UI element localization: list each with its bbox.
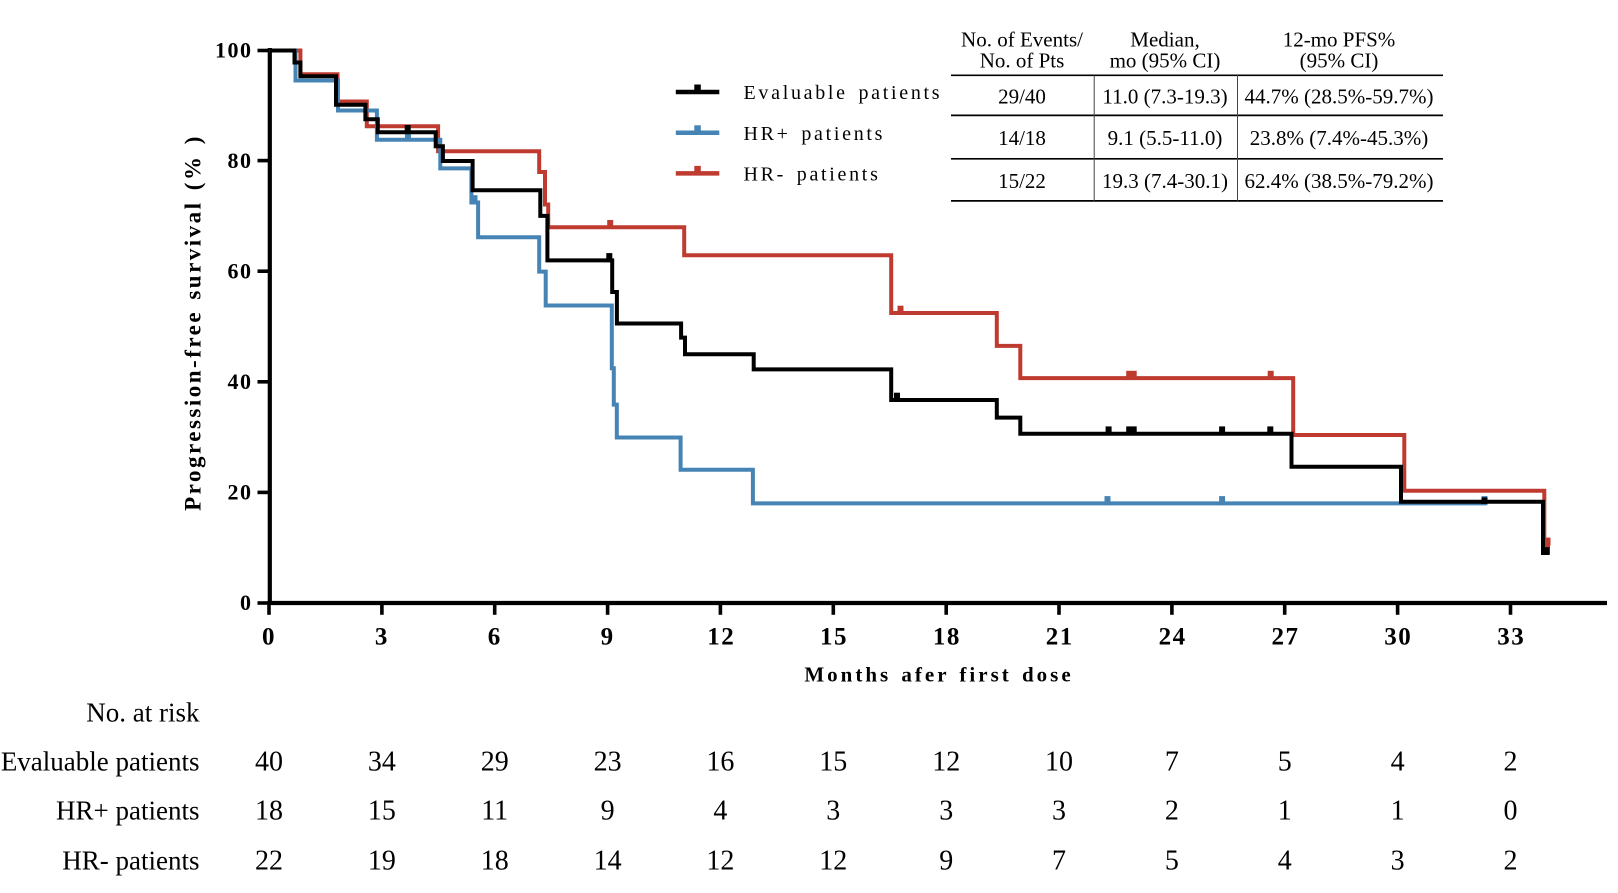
svg-text:15/22: 15/22: [998, 169, 1046, 193]
svg-text:No. of Events/: No. of Events/: [961, 28, 1083, 52]
svg-text:12-mo PFS%: 12-mo PFS%: [1283, 28, 1396, 52]
svg-text:22: 22: [255, 846, 283, 877]
svg-text:5: 5: [1278, 747, 1292, 778]
svg-text:3: 3: [939, 796, 953, 827]
svg-text:10: 10: [1045, 747, 1073, 778]
svg-text:HR+ patients: HR+ patients: [744, 123, 886, 145]
svg-text:12: 12: [932, 747, 960, 778]
svg-text:No. of Pts: No. of Pts: [980, 49, 1065, 73]
svg-text:9: 9: [601, 796, 615, 827]
svg-text:34: 34: [368, 747, 396, 778]
svg-text:30: 30: [1384, 624, 1412, 651]
svg-text:9: 9: [939, 846, 953, 877]
svg-text:14/18: 14/18: [998, 126, 1046, 150]
svg-text:5: 5: [1165, 846, 1179, 877]
svg-text:20: 20: [228, 480, 253, 505]
svg-text:(95% CI): (95% CI): [1300, 49, 1379, 73]
svg-text:2: 2: [1504, 846, 1518, 877]
svg-text:21: 21: [1046, 624, 1074, 651]
svg-text:7: 7: [1052, 846, 1066, 877]
svg-text:27: 27: [1272, 624, 1300, 651]
svg-text:Evaluable patients: Evaluable patients: [1, 747, 200, 777]
svg-text:6: 6: [488, 624, 502, 651]
svg-text:40: 40: [228, 369, 253, 394]
svg-text:100: 100: [215, 38, 253, 63]
svg-text:9: 9: [601, 624, 615, 651]
svg-text:60: 60: [228, 258, 253, 283]
svg-text:29: 29: [481, 747, 509, 778]
svg-text:12: 12: [707, 624, 735, 651]
svg-text:14: 14: [594, 846, 622, 877]
svg-text:0: 0: [240, 590, 253, 615]
svg-text:3: 3: [375, 624, 389, 651]
svg-text:3: 3: [826, 796, 840, 827]
svg-text:1: 1: [1278, 796, 1292, 827]
svg-text:18: 18: [933, 624, 961, 651]
svg-text:15: 15: [819, 747, 847, 778]
svg-text:19: 19: [368, 846, 396, 877]
svg-text:44.7% (28.5%-59.7%): 44.7% (28.5%-59.7%): [1245, 85, 1434, 109]
svg-text:15: 15: [820, 624, 848, 651]
svg-text:Progression-free survival (% ): Progression-free survival (% ): [181, 134, 206, 511]
svg-text:80: 80: [228, 148, 253, 173]
svg-text:Months afer first dose: Months afer first dose: [804, 663, 1073, 687]
svg-text:18: 18: [255, 796, 283, 827]
svg-text:1: 1: [1391, 796, 1405, 827]
svg-text:40: 40: [255, 747, 283, 778]
svg-text:HR+ patients: HR+ patients: [56, 796, 199, 826]
svg-text:2: 2: [1504, 747, 1518, 778]
svg-text:No. at risk: No. at risk: [86, 698, 200, 728]
svg-text:9.1 (5.5-11.0): 9.1 (5.5-11.0): [1108, 126, 1223, 150]
svg-text:11.0 (7.3-19.3): 11.0 (7.3-19.3): [1102, 85, 1227, 109]
svg-text:23.8% (7.4%-45.3%): 23.8% (7.4%-45.3%): [1250, 126, 1428, 150]
svg-text:HR- patients: HR- patients: [744, 163, 881, 185]
svg-text:16: 16: [706, 747, 734, 778]
svg-text:7: 7: [1165, 747, 1179, 778]
svg-text:12: 12: [706, 846, 734, 877]
svg-text:HR- patients: HR- patients: [62, 846, 199, 876]
svg-text:33: 33: [1497, 624, 1525, 651]
svg-text:29/40: 29/40: [998, 85, 1046, 109]
svg-text:19.3 (7.4-30.1): 19.3 (7.4-30.1): [1102, 169, 1228, 193]
svg-text:4: 4: [713, 796, 727, 827]
svg-text:Median,: Median,: [1130, 28, 1199, 52]
svg-text:0: 0: [262, 624, 276, 651]
svg-text:62.4% (38.5%-79.2%): 62.4% (38.5%-79.2%): [1245, 169, 1434, 193]
svg-text:11: 11: [481, 796, 508, 827]
svg-text:3: 3: [1391, 846, 1405, 877]
svg-text:18: 18: [481, 846, 509, 877]
svg-text:0: 0: [1504, 796, 1518, 827]
svg-text:Evaluable patients: Evaluable patients: [744, 82, 943, 104]
svg-text:12: 12: [819, 846, 847, 877]
svg-text:3: 3: [1052, 796, 1066, 827]
svg-text:4: 4: [1391, 747, 1405, 778]
svg-text:15: 15: [368, 796, 396, 827]
svg-text:mo (95% CI): mo (95% CI): [1110, 49, 1221, 73]
svg-text:2: 2: [1165, 796, 1179, 827]
svg-text:23: 23: [594, 747, 622, 778]
svg-text:24: 24: [1159, 624, 1187, 651]
svg-text:4: 4: [1278, 846, 1292, 877]
